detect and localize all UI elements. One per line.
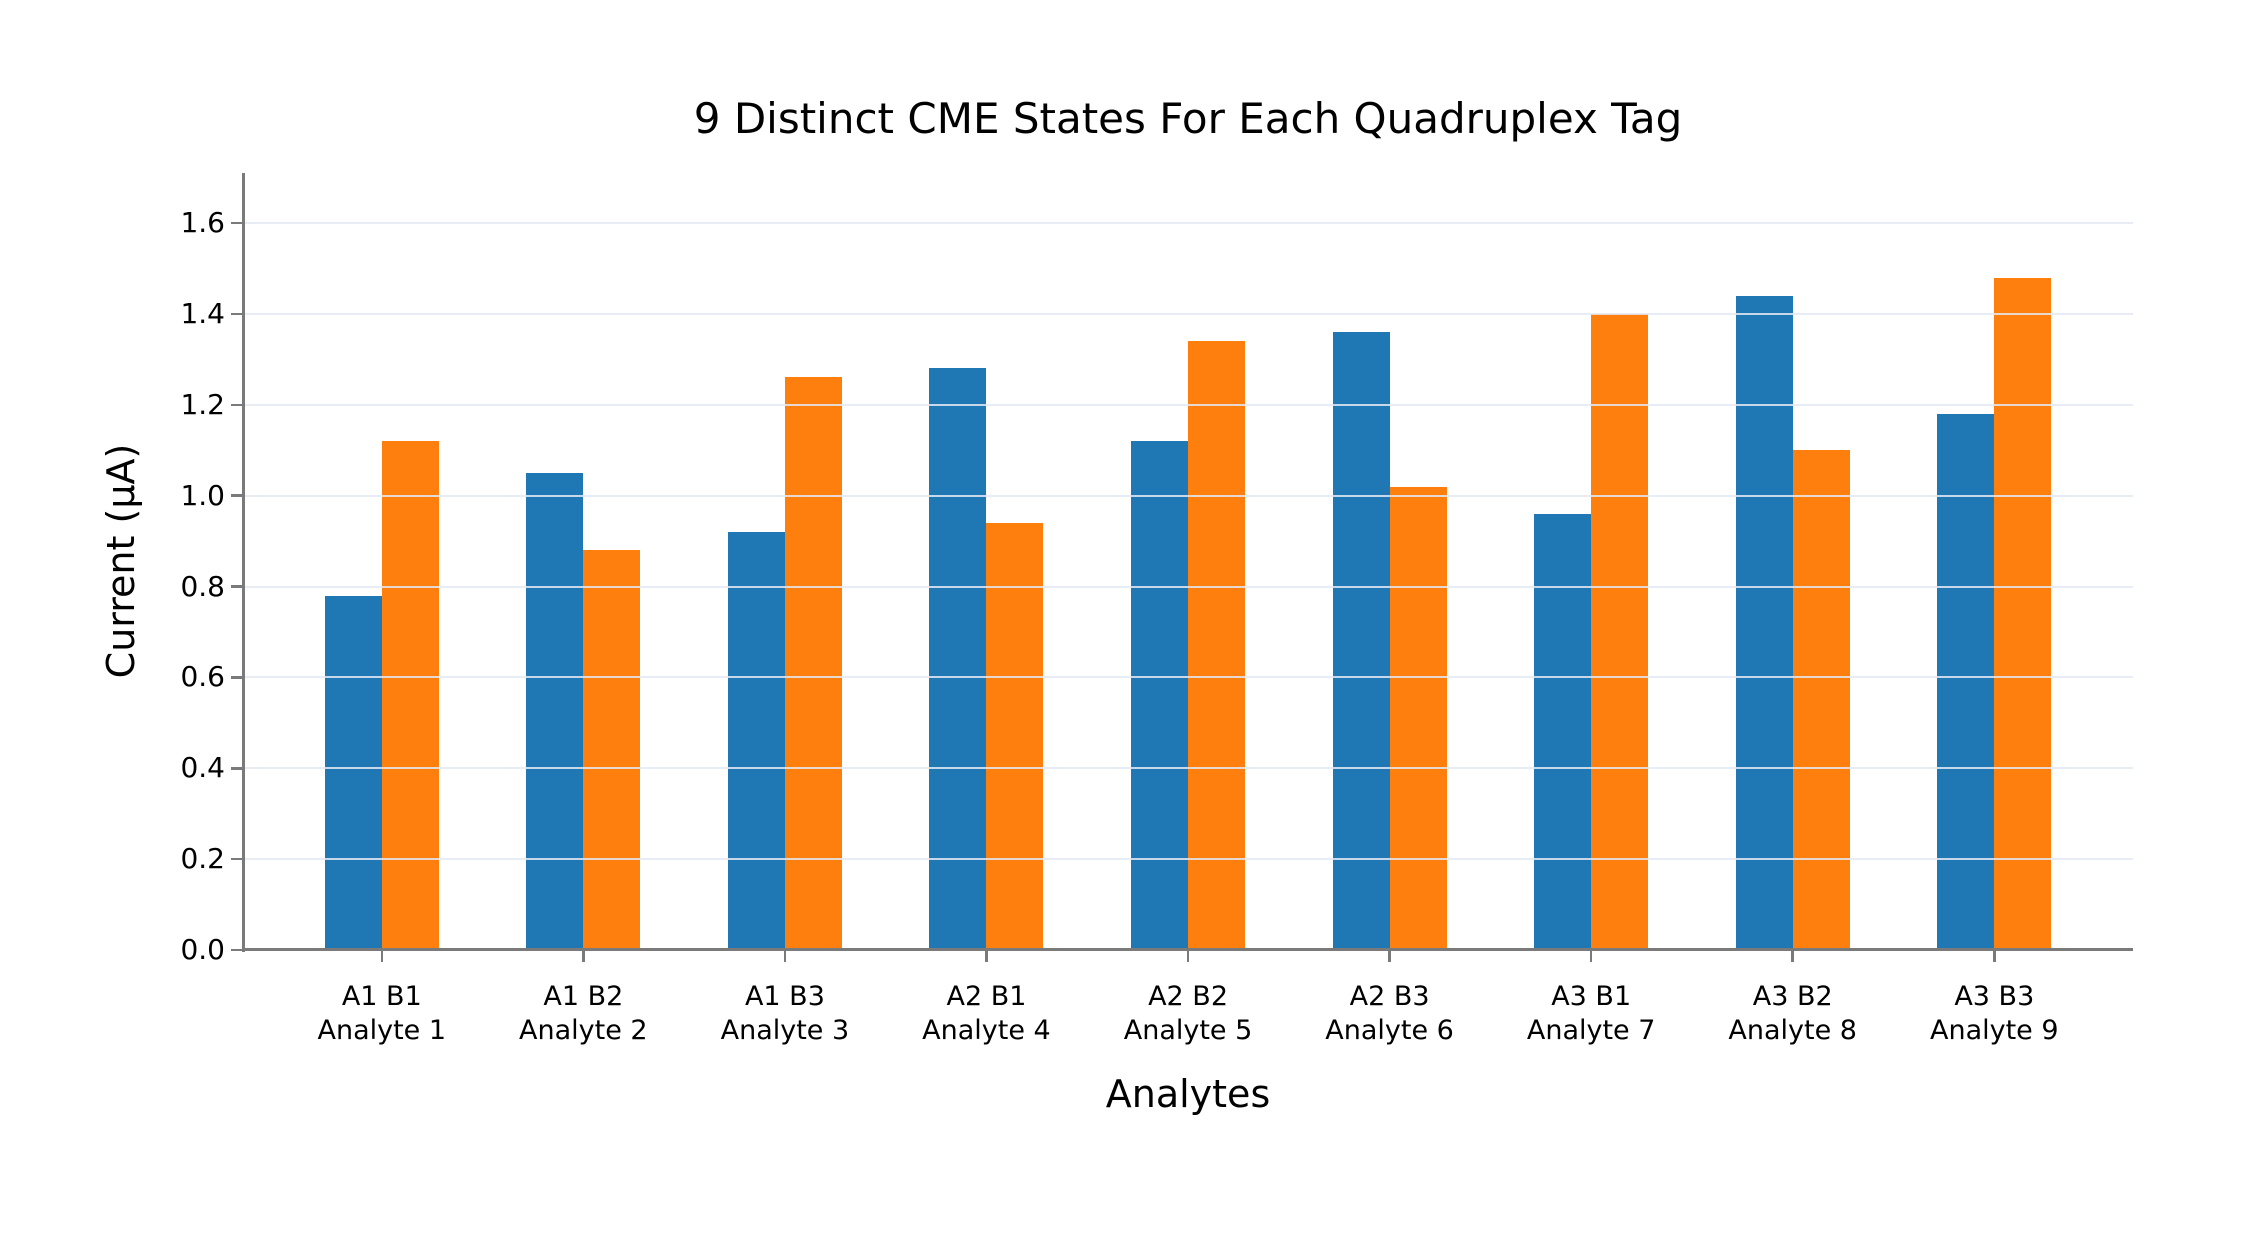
y-tick-label: 1.0 (180, 478, 225, 512)
bar-series-2 (381, 441, 439, 950)
chart-title: 9 Distinct CME States For Each Quadruple… (693, 94, 1683, 143)
gridline (243, 676, 2133, 679)
y-axis-spine (242, 173, 245, 952)
gridline (243, 858, 2133, 861)
bar-series-1 (324, 595, 382, 950)
x-tick-label-analyte: Analyte 6 (1325, 1015, 1454, 1047)
x-tick-mark (1589, 950, 1593, 962)
x-tick-label-tag: A3 B3 (1954, 981, 2035, 1012)
x-tick-label-tag: A3 B2 (1752, 981, 1833, 1012)
bar-series-2 (1188, 341, 1246, 950)
bar-series-2 (1792, 450, 1850, 950)
x-tick-mark (380, 950, 384, 962)
x-tick-label: A2 B2 Analyte 5 (1087, 980, 1289, 1049)
x-tick-label-tag: A2 B1 (946, 981, 1027, 1012)
plot-area: A1 B1 Analyte 1 A1 B2 Analyte 2 A1 B3 Analyte… (180, 173, 2133, 1046)
x-tick-label-analyte: Analyte 5 (1123, 1015, 1253, 1047)
bar-series-1 (1937, 413, 1995, 950)
bar-series-1 (1534, 513, 1592, 950)
x-tick-label-tag: A1 B3 (744, 981, 825, 1012)
x-tick-label: A1 B1 Analyte 1 (281, 980, 483, 1049)
bar-group: A3 B2 Analyte 8 (1692, 173, 1894, 1046)
y-tick-label: 0.2 (180, 842, 225, 876)
y-tick-mark (231, 585, 243, 588)
y-tick-mark (231, 857, 243, 861)
y-tick-mark (231, 221, 243, 225)
x-tick-label-tag: A2 B2 (1148, 981, 1228, 1012)
bar-groups-container: A1 B1 Analyte 1 A1 B2 Analyte 2 A1 B3 Analyte… (243, 173, 2133, 1046)
bar-series-2 (1994, 277, 2052, 950)
bar-group: A1 B1 Analyte 1 (281, 173, 483, 1046)
x-tick-label: A1 B3 Analyte 3 (684, 980, 886, 1049)
gridline (243, 767, 2133, 770)
bar-group: A1 B2 Analyte 2 (483, 173, 685, 1046)
x-tick-label-tag: A2 B3 (1349, 981, 1430, 1012)
x-axis-spine (242, 948, 2133, 951)
x-tick-label-tag: A1 B2 (543, 981, 624, 1012)
y-tick-mark (231, 403, 243, 406)
x-axis-label: Analytes (1105, 1072, 1271, 1116)
x-tick-label-tag: A1 B1 (341, 981, 422, 1012)
x-tick-label-analyte: Analyte 8 (1728, 1015, 1857, 1047)
x-tick-label: A2 B3 Analyte 6 (1289, 980, 1491, 1049)
bar-series-1 (1735, 295, 1793, 950)
y-tick-label: 0.8 (180, 569, 225, 603)
bar-series-2 (986, 522, 1044, 950)
bar-series-2 (583, 550, 641, 950)
x-tick-label-analyte: Analyte 7 (1526, 1015, 1656, 1047)
y-tick-label: 0.4 (180, 751, 225, 785)
bar-group: A1 B3 Analyte 3 (684, 173, 886, 1046)
bar-group: A2 B1 Analyte 4 (886, 173, 1088, 1046)
x-tick-label-analyte: Analyte 3 (720, 1015, 850, 1047)
x-tick-mark (582, 950, 585, 962)
x-tick-mark (1791, 950, 1794, 962)
x-tick-label-analyte: Analyte 1 (317, 1015, 447, 1047)
x-tick-label: A3 B3 Analyte 9 (1894, 980, 2096, 1049)
bar-series-2 (784, 377, 842, 950)
bar-series-2 (1591, 313, 1649, 950)
x-tick-mark (1993, 950, 1996, 962)
y-tick-label: 1.6 (180, 205, 225, 239)
bar-series-2 (1389, 486, 1447, 950)
x-tick-label: A1 B2 Analyte 2 (483, 980, 685, 1049)
bar-series-1 (1131, 441, 1189, 950)
y-tick-mark (231, 494, 243, 497)
x-tick-label-analyte: Analyte 2 (519, 1015, 648, 1047)
x-tick-mark (783, 950, 787, 962)
bar-series-1 (1332, 332, 1390, 950)
x-tick-label-tag: A3 B1 (1551, 981, 1632, 1012)
bar-series-1 (929, 368, 987, 950)
gridline (243, 585, 2133, 588)
y-tick-label: 0.0 (180, 933, 225, 966)
gridline (243, 221, 2133, 224)
bar-group: A3 B3 Analyte 9 (1894, 173, 2096, 1046)
y-tick-mark (231, 676, 243, 679)
y-tick-label: 1.2 (180, 387, 225, 421)
y-tick-label: 1.4 (180, 296, 225, 330)
bar-group: A2 B2 Analyte 5 (1087, 173, 1289, 1046)
gridline (243, 312, 2133, 315)
y-tick-mark (231, 312, 243, 316)
x-tick-mark (1388, 950, 1391, 962)
x-tick-mark (985, 950, 988, 962)
x-tick-label: A3 B1 Analyte 7 (1490, 980, 1692, 1049)
bar-series-1 (727, 531, 785, 950)
y-axis-label: Current (μA) (99, 443, 143, 679)
bar-group: A2 B3 Analyte 6 (1289, 173, 1491, 1046)
x-tick-label: A3 B2 Analyte 8 (1692, 980, 1894, 1049)
y-tick-label: 0.6 (180, 660, 225, 694)
x-tick-mark (1186, 950, 1190, 962)
x-tick-label-analyte: Analyte 9 (1929, 1015, 2059, 1047)
x-tick-label-analyte: Analyte 4 (922, 1015, 1051, 1047)
y-tick-mark (231, 948, 243, 952)
bar-group: A3 B1 Analyte 7 (1490, 173, 1692, 1046)
gridline (243, 403, 2133, 406)
x-tick-label: A2 B1 Analyte 4 (886, 980, 1088, 1049)
gridline (243, 494, 2133, 497)
y-tick-mark (231, 767, 243, 770)
bar-series-1 (526, 472, 584, 950)
